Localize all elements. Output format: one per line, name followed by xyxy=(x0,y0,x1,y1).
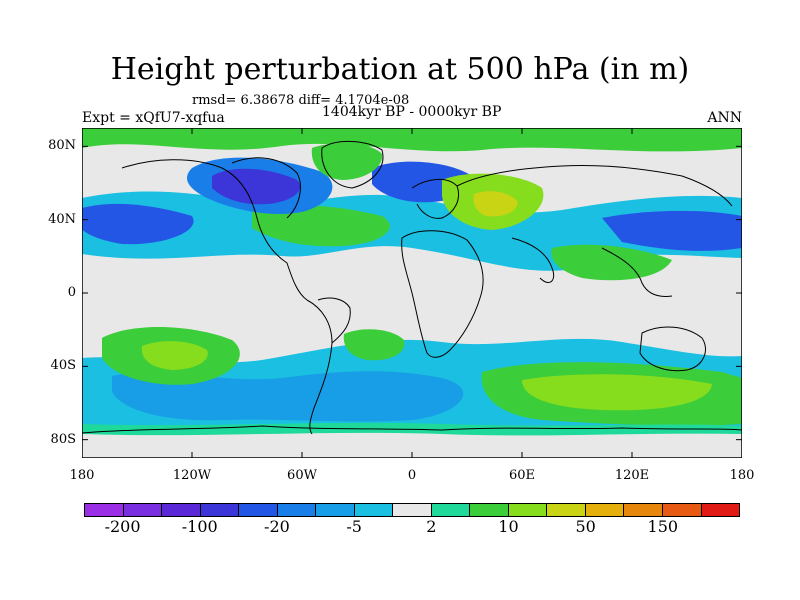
experiment-label: Expt = xQfU7-xqfua xyxy=(82,110,225,126)
longitude-label: 0 xyxy=(407,468,417,483)
australia-coast xyxy=(639,326,706,372)
colorbar-swatch xyxy=(508,504,548,516)
latitude-label: 0 xyxy=(67,285,76,300)
colorbar xyxy=(84,503,740,517)
colorbar-swatch xyxy=(585,504,625,516)
colorbar-label: -200 xyxy=(104,517,141,536)
greenland-coast xyxy=(321,140,384,189)
chart-title: Height perturbation at 500 hPa (in m) xyxy=(110,52,690,87)
longitude-label: 120E xyxy=(614,468,650,483)
map-panel xyxy=(82,128,742,458)
colorbar-swatch xyxy=(470,504,509,516)
season-label: ANN xyxy=(707,110,742,126)
axis-ticks xyxy=(82,128,742,458)
colorbar-swatch xyxy=(624,504,663,516)
europe-coast xyxy=(411,179,459,219)
period-label: 1404kyr BP - 0000kyr BP xyxy=(322,104,502,120)
colorbar-swatch xyxy=(547,504,586,516)
colorbar-label: 2 xyxy=(426,517,437,536)
longitude-label: 120W xyxy=(172,468,212,483)
colorbar-swatch xyxy=(85,504,124,516)
colorbar-label: 150 xyxy=(647,517,679,536)
colorbar-swatch xyxy=(662,504,702,516)
colorbar-swatch xyxy=(316,504,355,516)
antarctica-coast xyxy=(82,425,742,434)
colorbar-label: -20 xyxy=(264,517,290,536)
longitude-label: 60W xyxy=(287,468,317,483)
coastlines xyxy=(82,140,742,435)
latitude-label: 80S xyxy=(50,431,76,447)
north-america-coast xyxy=(121,159,308,301)
colorbar-swatch xyxy=(200,504,240,516)
colorbar-swatch xyxy=(431,504,471,516)
asia-coast xyxy=(456,164,733,207)
colorbar-swatch xyxy=(162,504,201,516)
colorbar-swatch xyxy=(277,504,317,516)
latitude-label: 40S xyxy=(50,358,76,374)
statistics-text: rmsd= 6.38678 diff= 4.1704e-08 xyxy=(192,93,410,108)
colorbar-label: -100 xyxy=(181,517,218,536)
india-coast xyxy=(511,237,555,283)
colorbar-swatch xyxy=(354,504,394,516)
colorbar-swatch xyxy=(393,504,432,516)
colorbar-label: 10 xyxy=(498,517,519,536)
south-america-coast xyxy=(306,299,333,435)
colorbar-label: -5 xyxy=(346,517,362,536)
colorbar-label: 50 xyxy=(575,517,596,536)
colorbar-swatch xyxy=(239,504,278,516)
latitude-label: 40N xyxy=(48,211,76,227)
contour-map xyxy=(82,128,742,458)
africa-coast xyxy=(401,230,484,358)
longitude-label: 180 xyxy=(729,468,755,483)
colorbar-swatch xyxy=(701,504,740,516)
latitude-label: 80N xyxy=(48,138,76,154)
colorbar-swatch xyxy=(123,504,163,516)
longitude-label: 180 xyxy=(69,468,95,483)
longitude-label: 60E xyxy=(508,468,536,483)
